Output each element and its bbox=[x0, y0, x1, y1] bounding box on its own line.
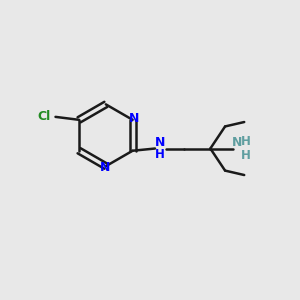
Text: H: H bbox=[155, 148, 165, 161]
Text: H: H bbox=[241, 149, 251, 162]
Text: N: N bbox=[100, 161, 110, 174]
Text: N: N bbox=[155, 136, 166, 149]
Text: N: N bbox=[232, 136, 242, 149]
Text: H: H bbox=[241, 135, 251, 148]
Text: Cl: Cl bbox=[38, 110, 51, 123]
Text: N: N bbox=[129, 112, 140, 125]
